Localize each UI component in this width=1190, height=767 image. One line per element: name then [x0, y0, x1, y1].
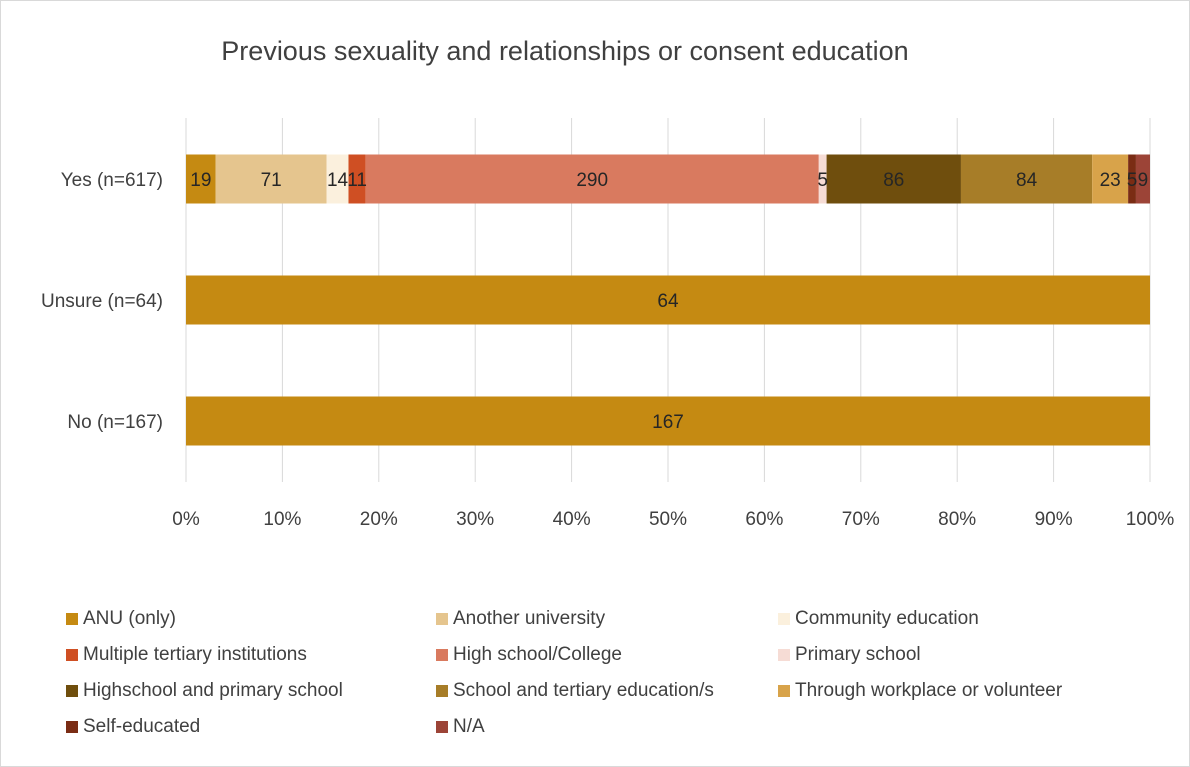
legend-label: Primary school — [795, 644, 921, 665]
legend-item: N/A — [436, 716, 485, 738]
category-label: No (n=167) — [67, 412, 163, 433]
x-tick-label: 80% — [938, 509, 976, 530]
data-label: 5 — [1127, 170, 1138, 191]
legend-label: Through workplace or volunteer — [795, 680, 1063, 701]
bar-segment — [186, 396, 1150, 446]
x-tick-label: 70% — [842, 509, 880, 530]
data-label: 290 — [576, 170, 608, 191]
category-label: Yes (n=617) — [61, 170, 163, 191]
legend-label: Multiple tertiary institutions — [83, 644, 307, 665]
x-tick-label: 0% — [172, 509, 200, 530]
legend-swatch — [66, 685, 78, 697]
data-label: 14 — [327, 170, 349, 191]
legend-item: Another university — [436, 608, 605, 630]
legend-item: Through workplace or volunteer — [778, 680, 1062, 702]
data-label: 167 — [652, 412, 684, 433]
legend-swatch — [778, 649, 790, 661]
category-label: Unsure (n=64) — [41, 291, 163, 312]
bar-segment — [365, 154, 819, 204]
bar-segment — [215, 154, 327, 204]
legend-label: Another university — [453, 608, 606, 629]
x-tick-label: 50% — [649, 509, 687, 530]
legend-item: High school/College — [436, 644, 622, 666]
x-tick-label: 60% — [745, 509, 783, 530]
x-tick-label: 100% — [1126, 509, 1175, 530]
data-label: 5 — [817, 170, 828, 191]
legend-swatch — [436, 685, 448, 697]
legend-swatch — [436, 613, 448, 625]
bar-segment — [186, 154, 216, 204]
bar-segment — [826, 154, 961, 204]
bar-segment — [348, 154, 366, 204]
data-label: 19 — [190, 170, 211, 191]
x-tick-label: 20% — [360, 509, 398, 530]
legend-item: Self-educated — [66, 716, 200, 738]
legend-label: Self-educated — [83, 716, 201, 737]
data-label: 9 — [1138, 170, 1149, 191]
legend-swatch — [778, 613, 790, 625]
x-tick-label: 40% — [553, 509, 591, 530]
legend-label: ANU (only) — [83, 608, 176, 629]
data-label: 23 — [1100, 170, 1121, 191]
legend-label: High school/College — [453, 644, 622, 665]
legend-item: ANU (only) — [66, 608, 176, 630]
legend-label: Highschool and primary school — [83, 680, 343, 701]
x-tick-label: 90% — [1035, 509, 1073, 530]
bar-segment — [186, 275, 1150, 325]
legend-swatch — [66, 613, 78, 625]
bar-segment — [1128, 154, 1136, 204]
legend-item: Multiple tertiary institutions — [66, 644, 307, 666]
legend-item: Highschool and primary school — [66, 680, 343, 702]
legend-item: Community education — [778, 608, 979, 630]
x-tick-label: 10% — [263, 509, 301, 530]
data-label: 11 — [347, 170, 367, 191]
data-label: 71 — [261, 170, 282, 191]
x-tick-label: 30% — [456, 509, 494, 530]
data-label: 84 — [1016, 170, 1038, 191]
legend-swatch — [66, 649, 78, 661]
legend-swatch — [436, 649, 448, 661]
legend-swatch — [66, 721, 78, 733]
legend-label: Community education — [795, 608, 979, 629]
bar-segment — [326, 154, 349, 204]
bar-segment — [1092, 154, 1129, 204]
legend-label: School and tertiary education/s — [453, 680, 714, 701]
legend-swatch — [778, 685, 790, 697]
bar-segment — [1135, 154, 1150, 204]
legend-label: N/A — [453, 716, 485, 737]
chart-title: Previous sexuality and relationships or … — [221, 36, 909, 66]
bar-segment — [818, 154, 827, 204]
bar-segment — [960, 154, 1093, 204]
legend-swatch — [436, 721, 448, 733]
legend-item: School and tertiary education/s — [436, 680, 714, 702]
legend-item: Primary school — [778, 644, 921, 666]
data-label: 64 — [657, 291, 679, 312]
data-label: 86 — [883, 170, 904, 191]
